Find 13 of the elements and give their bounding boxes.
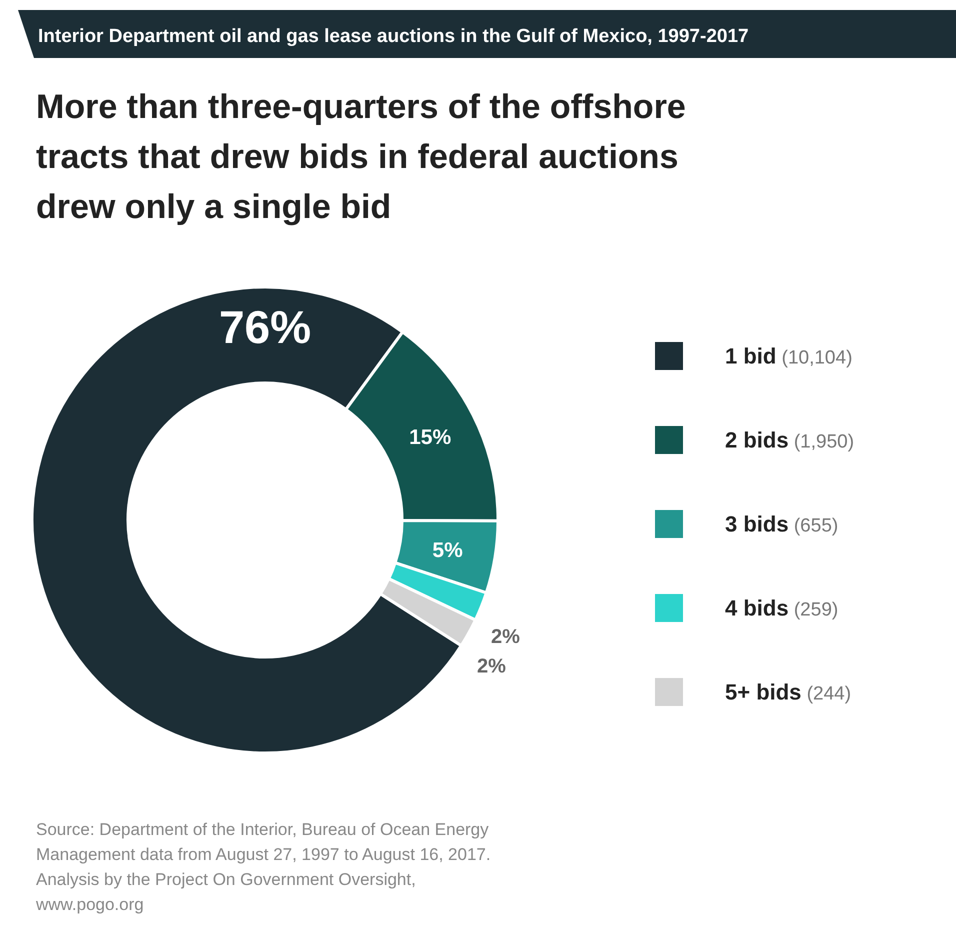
source-note: Source: Department of the Interior, Bureau of Ocean Energy Management data from August 27, 1997 to August 16, 2017. Analysis by the Project On Government Oversight, www.pogo.org — [35, 820, 491, 914]
data-label: 15% — [409, 426, 452, 449]
legend-label: 4 bids (259) — [725, 596, 838, 621]
legend-label: 2 bids (1,950) — [725, 428, 854, 453]
data-label: 76% — [218, 301, 312, 354]
data-label: 2% — [477, 656, 506, 678]
data-label: 5% — [432, 538, 464, 562]
chart-title: More than three-quarters of the offshore tracts that drew bids in federal auctions drew only a single bid — [36, 88, 686, 226]
data-label: 2% — [491, 626, 520, 648]
legend-label: 5+ bids (244) — [725, 680, 852, 705]
legend-label: 1 bid (10,104) — [725, 344, 852, 369]
legend-label: 3 bids (655) — [725, 512, 838, 537]
chart-subtitle: Interior Department oil and gas lease auctions in the Gulf of Mexico, 1997-2017 — [38, 26, 749, 47]
